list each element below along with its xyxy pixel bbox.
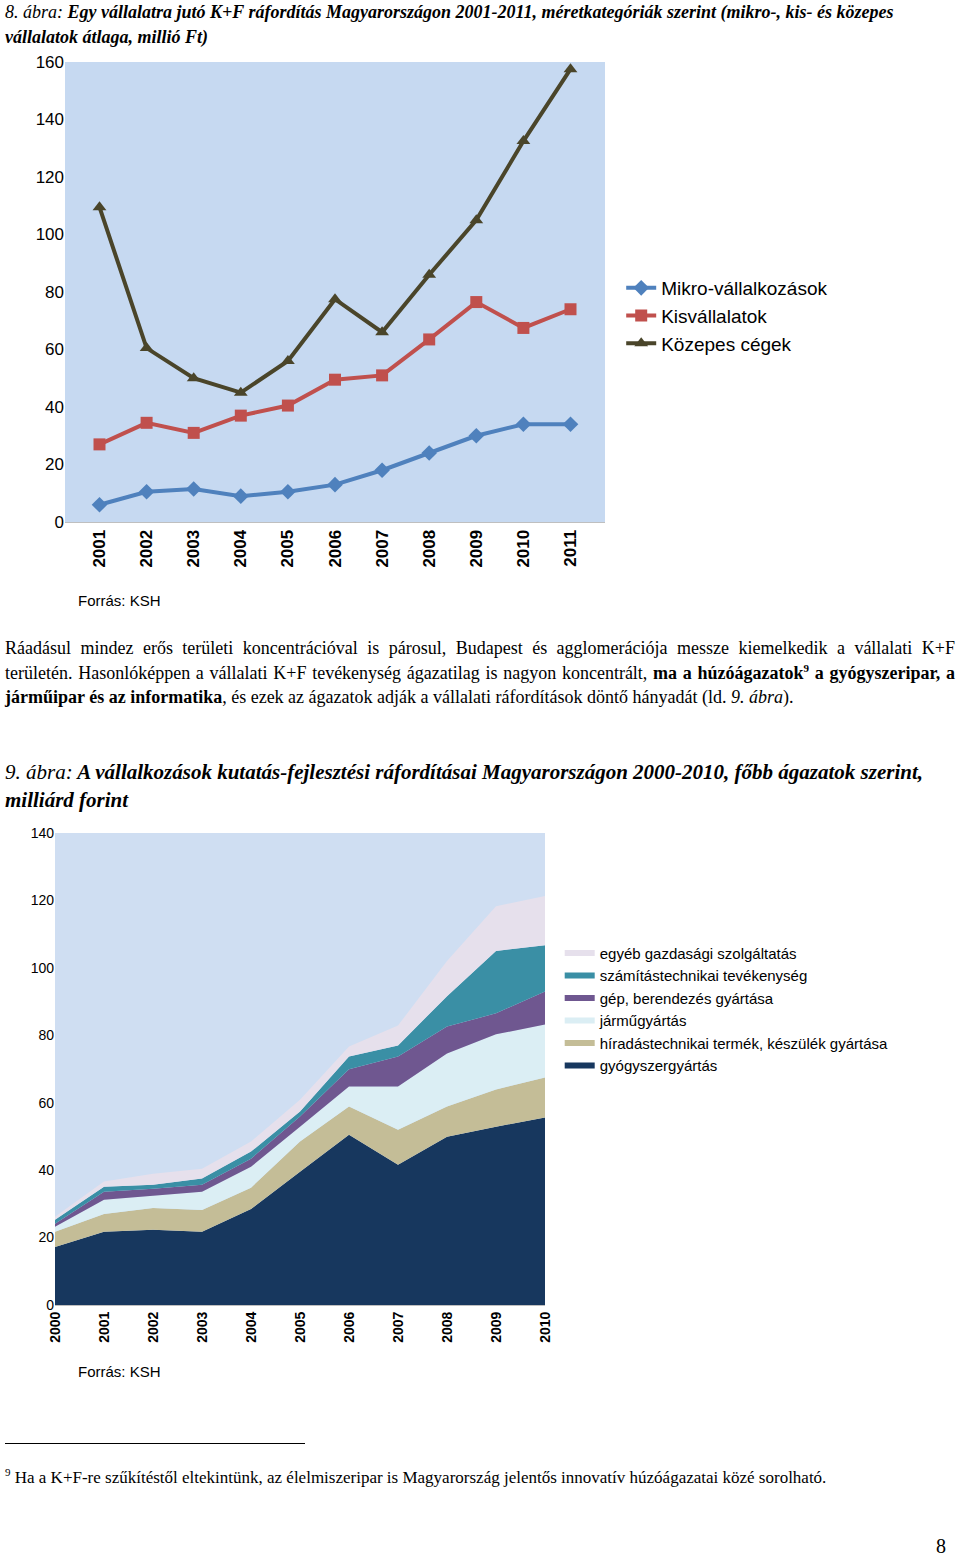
html-text:Ráadásul mindez erős területi: Ráadásul mindez erős területi koncentrác…	[5, 638, 955, 707]
svg-text:40: 40	[38, 1162, 54, 1178]
svg-text:2010: 2010	[537, 1311, 553, 1342]
svg-text:2002: 2002	[145, 1311, 161, 1342]
svg-text:20: 20	[38, 1229, 54, 1245]
svg-text:2006: 2006	[341, 1311, 357, 1342]
svg-text:2007: 2007	[390, 1311, 406, 1342]
svg-text:100: 100	[31, 960, 55, 976]
svg-text:híradástechnikai termék, készü: híradástechnikai termék, készülék gyártá…	[600, 1035, 888, 1052]
svg-text:0: 0	[46, 1297, 54, 1313]
svg-text:2001: 2001	[96, 1311, 112, 1342]
svg-text:2010: 2010	[514, 530, 533, 568]
svg-text:2004: 2004	[243, 1311, 259, 1342]
svg-text:60: 60	[45, 340, 64, 359]
svg-text:0: 0	[55, 513, 64, 532]
svg-text:80: 80	[45, 283, 64, 302]
svg-text:2004: 2004	[231, 529, 250, 567]
html-text:Forrás: KSH: Forrás: KSH	[78, 1363, 161, 1380]
svg-text:100: 100	[36, 225, 64, 244]
svg-text:2008: 2008	[420, 530, 439, 568]
svg-text:Közepes cégek: Közepes cégek	[661, 334, 791, 355]
html-text:Forrás: KSH: Forrás: KSH	[78, 592, 161, 609]
html-text:8: 8	[936, 1535, 946, 1557]
svg-text:2006: 2006	[326, 530, 345, 568]
svg-text:Kisvállalatok: Kisvállalatok	[661, 306, 767, 327]
html-text:9Ha a K+F-re szűkítéstől eltek: 9Ha a K+F-re szűkítéstől eltekintünk, az…	[5, 1466, 827, 1487]
svg-text:2001: 2001	[90, 530, 109, 568]
svg-text:140: 140	[36, 110, 64, 129]
svg-text:számítástechnikai tevékenység: számítástechnikai tevékenység	[600, 967, 808, 984]
svg-text:2005: 2005	[292, 1311, 308, 1342]
svg-text:140: 140	[31, 825, 55, 841]
svg-text:Mikro-vállalkozások: Mikro-vállalkozások	[661, 278, 827, 299]
svg-text:20: 20	[45, 455, 64, 474]
svg-text:2003: 2003	[194, 1311, 210, 1342]
svg-text:2008: 2008	[439, 1311, 455, 1342]
svg-text:120: 120	[36, 168, 64, 187]
svg-text:160: 160	[36, 53, 64, 72]
svg-text:80: 80	[38, 1027, 54, 1043]
html-text:9. ábra: A vállalkozások kutat: 9. ábra: A vállalkozások kutatás-fejlesz…	[5, 760, 923, 812]
svg-text:120: 120	[31, 892, 55, 908]
svg-text:2007: 2007	[373, 530, 392, 568]
svg-text:gép, berendezés gyártása: gép, berendezés gyártása	[600, 990, 774, 1007]
svg-text:járműgyártás: járműgyártás	[599, 1012, 687, 1029]
svg-text:2003: 2003	[184, 530, 203, 568]
html-text:8. ábra: Egy vállalatra jutó K: 8. ábra: Egy vállalatra jutó K+F ráfordí…	[5, 2, 894, 47]
svg-text:40: 40	[45, 398, 64, 417]
svg-text:2002: 2002	[137, 530, 156, 568]
svg-text:gyógyszergyártás: gyógyszergyártás	[600, 1057, 718, 1074]
svg-text:egyéb gazdasági szolgáltatás: egyéb gazdasági szolgáltatás	[600, 945, 797, 962]
svg-text:2011: 2011	[561, 530, 580, 567]
svg-text:2009: 2009	[488, 1311, 504, 1342]
svg-text:60: 60	[38, 1095, 54, 1111]
svg-text:2009: 2009	[467, 530, 486, 568]
svg-text:2005: 2005	[278, 530, 297, 568]
svg-text:2000: 2000	[47, 1311, 63, 1342]
